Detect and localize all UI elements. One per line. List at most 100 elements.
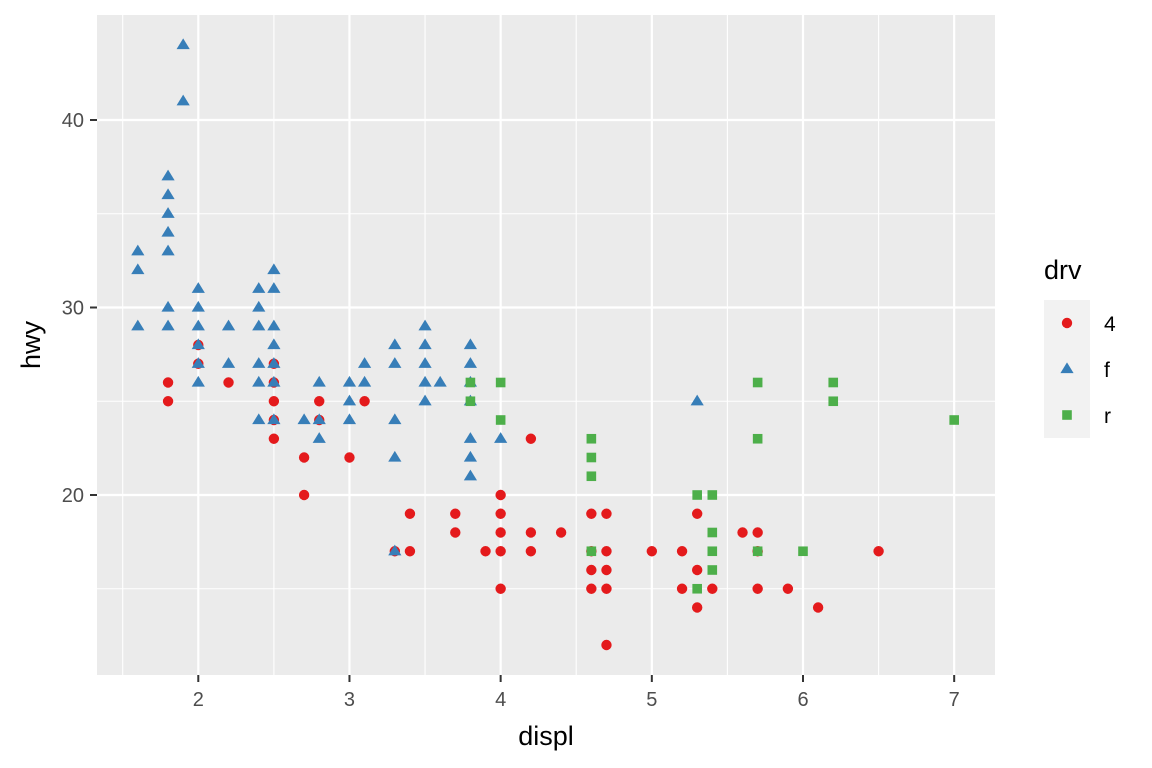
y-tick-label: 30 bbox=[62, 298, 84, 320]
minor-gridlines bbox=[97, 15, 995, 675]
data-point-4 bbox=[752, 583, 763, 594]
data-point-r bbox=[752, 377, 763, 388]
data-point-4 bbox=[525, 527, 537, 538]
data-point-4 bbox=[676, 546, 688, 557]
data-point-f bbox=[161, 169, 175, 181]
x-axis-tick-labels: 2 3 4 5 6 7 bbox=[193, 689, 960, 711]
data-point-f bbox=[161, 225, 175, 237]
data-point-f bbox=[191, 300, 205, 312]
data-point-4 bbox=[691, 564, 703, 576]
data-point-f bbox=[418, 319, 432, 331]
data-point-4 bbox=[873, 546, 884, 557]
data-point-4 bbox=[298, 452, 310, 463]
data-points bbox=[131, 38, 959, 651]
data-point-4 bbox=[525, 546, 537, 557]
data-point-f bbox=[267, 338, 281, 350]
y-tick-label: 20 bbox=[62, 485, 84, 507]
data-point-f bbox=[312, 432, 326, 443]
data-point-r bbox=[707, 565, 718, 575]
data-point-f bbox=[191, 375, 205, 387]
data-point-4 bbox=[495, 527, 506, 538]
data-point-r bbox=[707, 527, 718, 538]
data-point-f bbox=[252, 413, 266, 425]
data-point-f bbox=[191, 357, 205, 368]
data-point-r bbox=[495, 377, 506, 388]
x-tick-label: 4 bbox=[495, 689, 506, 711]
data-point-f bbox=[463, 432, 478, 443]
data-point-f bbox=[176, 94, 190, 106]
data-point-f bbox=[342, 375, 357, 387]
data-point-4 bbox=[298, 489, 310, 501]
data-point-4 bbox=[162, 377, 174, 388]
data-point-f bbox=[267, 375, 281, 387]
data-point-f bbox=[494, 432, 508, 443]
data-point-f bbox=[342, 413, 357, 425]
data-point-r bbox=[465, 396, 476, 407]
data-point-f bbox=[221, 357, 236, 368]
data-point-4 bbox=[162, 396, 174, 407]
data-point-f bbox=[463, 450, 478, 462]
data-point-r bbox=[752, 433, 763, 444]
data-point-r bbox=[828, 377, 839, 388]
data-point-f bbox=[267, 357, 281, 368]
data-point-f bbox=[267, 319, 281, 331]
data-point-f bbox=[252, 357, 266, 368]
x-tick-label: 5 bbox=[646, 689, 657, 711]
data-point-f bbox=[463, 469, 478, 481]
data-point-f bbox=[388, 357, 402, 368]
axis-ticks bbox=[90, 119, 956, 682]
data-point-4 bbox=[601, 583, 612, 594]
data-point-4 bbox=[314, 396, 325, 407]
data-point-4 bbox=[752, 527, 763, 538]
data-point-f bbox=[342, 394, 357, 406]
data-point-4 bbox=[480, 546, 491, 557]
data-point-4 bbox=[601, 546, 612, 557]
data-point-f bbox=[252, 300, 266, 312]
data-point-4 bbox=[344, 452, 355, 463]
major-gridlines bbox=[97, 15, 995, 675]
data-point-r bbox=[586, 433, 597, 444]
data-point-f bbox=[433, 375, 447, 387]
data-point-4 bbox=[268, 433, 280, 444]
legend-label: r bbox=[1104, 405, 1111, 428]
data-point-f bbox=[131, 319, 145, 331]
data-point-f bbox=[388, 450, 402, 462]
data-point-f bbox=[191, 319, 205, 331]
data-point-r bbox=[798, 546, 808, 557]
x-tick-label: 2 bbox=[193, 689, 204, 711]
data-point-4 bbox=[359, 396, 370, 407]
legend-label: 4 bbox=[1104, 313, 1116, 336]
data-point-4 bbox=[555, 527, 567, 538]
data-point-4 bbox=[450, 527, 461, 538]
y-tick-label: 40 bbox=[62, 110, 84, 132]
data-point-4 bbox=[586, 564, 597, 576]
data-point-f bbox=[252, 375, 266, 387]
data-point-4 bbox=[707, 583, 718, 594]
data-point-r bbox=[949, 415, 959, 425]
data-point-f bbox=[690, 394, 704, 406]
data-point-4 bbox=[676, 583, 688, 594]
plot-panel bbox=[97, 15, 995, 675]
x-tick-label: 3 bbox=[344, 689, 355, 711]
legend-title: drv bbox=[1044, 255, 1082, 285]
data-point-f bbox=[161, 300, 175, 312]
data-point-f bbox=[252, 282, 266, 293]
data-point-f bbox=[312, 413, 326, 425]
data-point-4 bbox=[601, 564, 612, 576]
data-point-4 bbox=[586, 583, 597, 594]
data-point-f bbox=[191, 282, 205, 293]
data-point-f bbox=[418, 375, 432, 387]
data-point-4 bbox=[601, 639, 612, 651]
data-point-4 bbox=[268, 396, 280, 407]
data-point-4 bbox=[812, 602, 824, 613]
data-point-4 bbox=[586, 508, 597, 519]
x-tick-label: 6 bbox=[797, 689, 808, 711]
data-point-f bbox=[357, 357, 372, 368]
data-point-f bbox=[252, 319, 266, 331]
data-point-r bbox=[586, 452, 597, 463]
data-point-f bbox=[357, 375, 372, 387]
data-point-f bbox=[418, 338, 432, 350]
data-point-4 bbox=[691, 602, 703, 613]
data-point-f bbox=[267, 282, 281, 293]
data-point-4 bbox=[404, 508, 416, 519]
